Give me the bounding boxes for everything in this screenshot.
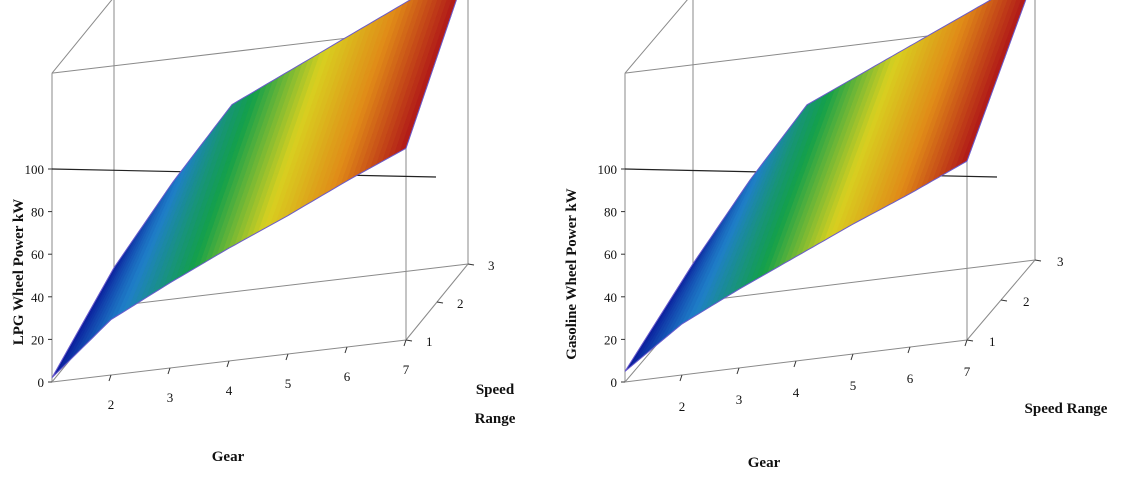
z-tick-label: 20 <box>31 332 44 347</box>
x-tick-mark <box>167 367 171 375</box>
x-tick-mark <box>344 346 348 354</box>
x-tick-mark <box>850 353 854 361</box>
box-floor-edge <box>113 263 469 307</box>
y-tick-mark <box>467 263 475 266</box>
x-tick-label: 2 <box>679 399 686 414</box>
x-axis: 2 3 4 5 6 7 <box>679 339 971 414</box>
x-tick-label: 7 <box>964 364 971 379</box>
x-tick-mark <box>964 339 968 347</box>
surface-patch <box>439 0 448 8</box>
surface-outline <box>624 0 1027 372</box>
box-floor-edge <box>692 259 1036 303</box>
box-top-edge <box>51 0 113 74</box>
z-tick-label: 0 <box>38 375 45 390</box>
y-tick-label: 1 <box>989 334 996 349</box>
surface-patch <box>447 0 457 11</box>
x-tick-label: 6 <box>344 369 351 384</box>
x-tick-label: 3 <box>736 392 743 407</box>
surface-patch <box>990 0 999 9</box>
y-tick-label: 3 <box>1057 254 1064 269</box>
surface-patch <box>441 0 453 14</box>
z-tick-label: 100 <box>25 162 45 177</box>
y-tick-label: 1 <box>426 334 433 349</box>
y-axis: 1 2 3 <box>966 254 1064 349</box>
x-axis-title: Gear <box>748 455 781 471</box>
surface-patch <box>998 0 1008 13</box>
y-tick-mark <box>405 339 413 342</box>
x-tick-mark <box>793 360 797 368</box>
y-tick-mark <box>436 301 444 304</box>
x-tick-label: 2 <box>108 397 115 412</box>
surface-patch <box>405 0 415 12</box>
surface-patch <box>431 0 438 4</box>
surface-patch <box>419 0 429 11</box>
chart-svg-gasoline: 0 20 40 60 80 100 2 3 4 5 6 7 1 2 3 Gear Speed Range Gaso… <box>564 0 1108 471</box>
z-axis-title: Gasoline Wheel Power kW <box>564 188 580 360</box>
x-axis: 2 3 4 5 6 7 <box>108 339 410 412</box>
surface-patch <box>445 0 452 4</box>
surface-patch <box>425 0 434 8</box>
y-tick-label: 2 <box>1023 294 1030 309</box>
x-tick-mark <box>679 374 683 382</box>
box-top-edge <box>624 30 968 74</box>
y-axis-title: Speed <box>476 382 515 398</box>
z-tick-label: 80 <box>31 205 44 220</box>
y-tick-label: 3 <box>488 258 495 273</box>
z-axis: 0 20 40 60 80 100 <box>598 162 625 390</box>
z-tick-label: 20 <box>604 332 617 347</box>
box-top-edge <box>624 0 688 74</box>
x-tick-mark <box>736 367 740 375</box>
surface-patch <box>410 0 419 8</box>
chart-gasoline-wheel-power: 0 20 40 60 80 100 2 3 4 5 6 7 1 2 3 Gear Speed Range Gaso… <box>563 0 1126 477</box>
y-tick-mark <box>1034 259 1042 262</box>
surface-patch <box>996 0 1004 6</box>
z-tick-label: 40 <box>31 290 44 305</box>
surface-patch <box>985 0 995 12</box>
y-axis-title: Speed Range <box>1025 401 1108 417</box>
y-tick-label: 2 <box>457 296 464 311</box>
z-tick-label: 80 <box>604 205 617 220</box>
surface <box>51 0 457 378</box>
x-tick-mark <box>403 339 407 347</box>
x-tick-label: 4 <box>226 383 233 398</box>
x-tick-label: 7 <box>403 362 410 377</box>
chart-svg-lpg: 0 20 40 60 80 100 2 3 4 5 6 7 1 2 3 Gear Speed Range LPG W… <box>11 0 516 465</box>
x-tick-mark <box>108 374 112 382</box>
x-tick-label: 5 <box>850 378 857 393</box>
surface-patch <box>1015 0 1020 3</box>
x-tick-mark <box>226 360 230 368</box>
surface-patch <box>433 0 443 11</box>
surface-patch <box>1017 0 1027 10</box>
x-axis-title: Gear <box>212 449 245 465</box>
surface-patch <box>1004 0 1013 9</box>
x-tick-mark <box>285 353 289 361</box>
surface-patch <box>1002 0 1006 2</box>
z-tick-label: 60 <box>604 247 617 262</box>
x-tick-mark <box>907 346 911 354</box>
y-tick-mark <box>966 339 974 342</box>
surface-patch <box>427 0 438 15</box>
surface-outline <box>51 0 457 379</box>
z-axis-title: LPG Wheel Power kW <box>11 199 27 346</box>
surface-patch <box>1009 0 1017 6</box>
x-tick-label: 5 <box>285 376 292 391</box>
y-tick-mark <box>1000 299 1008 302</box>
surface-patch <box>1011 0 1022 13</box>
z-tick-label: 0 <box>611 375 618 390</box>
x-tick-label: 3 <box>167 390 174 405</box>
z-tick-label: 60 <box>31 247 44 262</box>
chart-lpg-wheel-power: 0 20 40 60 80 100 2 3 4 5 6 7 1 2 3 Gear Speed Range LPG W… <box>11 0 516 465</box>
surface <box>624 0 1027 372</box>
z-tick-label: 100 <box>598 162 618 177</box>
x-tick-label: 6 <box>907 371 914 386</box>
y-axis-title: Range <box>475 411 516 427</box>
z-tick-label: 40 <box>604 290 617 305</box>
y-axis: 1 2 3 <box>405 258 495 349</box>
x-tick-label: 4 <box>793 385 800 400</box>
z-axis: 0 20 40 60 80 100 <box>25 162 52 390</box>
surface-patch <box>416 0 424 5</box>
